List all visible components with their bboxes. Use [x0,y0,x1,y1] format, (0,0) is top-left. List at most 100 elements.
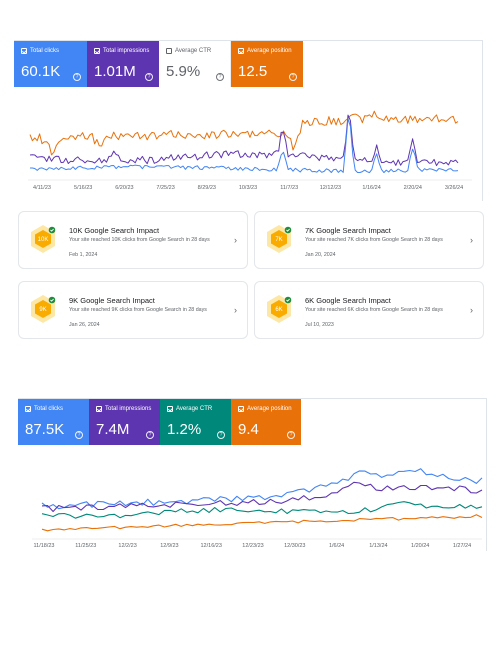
series-total-clicks [41,468,483,510]
performance-chart-2[interactable]: 11/18/23 11/25/23 12/2/23 12/9/23 12/16/23 12… [18,445,486,551]
metric-value: 60.1K [21,63,61,80]
x-tick-label: 1/13/24 [369,543,387,549]
metric-label: Average CTR [176,406,213,412]
hexagon-badge-icon: 9K [31,295,56,323]
x-tick-label: 7/25/23 [156,185,174,191]
metric-value: 12.5 [238,63,268,80]
hexagon-badge-icon: 6K [267,295,292,323]
chevron-right-icon[interactable]: › [234,235,237,245]
hex-label: 6K [275,307,282,313]
metric-card-clicks[interactable]: Total clicks 87.5K ? [18,399,89,445]
series-total-impressions [41,481,483,513]
achievement-description: Your site reached 7K clicks from Google … [305,237,443,243]
metric-label: Average CTR [175,48,212,54]
metric-card-impressions[interactable]: Total impressions 1.01M ? [87,41,159,87]
achievement-card-10k[interactable]: 10K 10K Google Search Impact Your site r… [18,211,248,269]
series-average-position [29,110,459,156]
x-tick-label: 1/16/24 [362,185,380,191]
hex-label: 7K [275,237,282,243]
x-tick-label: 1/6/24 [329,543,344,549]
metric-value: 87.5K [25,421,65,438]
achievement-title: 10K Google Search Impact [69,226,160,235]
x-tick-label: 12/2/23 [118,543,136,549]
metric-label: Average position [247,48,292,54]
metric-card-position[interactable]: Average position 9.4 ? [231,399,301,445]
chevron-right-icon[interactable]: › [470,305,473,315]
metric-card-position[interactable]: Average position 12.5 ? [231,41,303,87]
checkbox-icon[interactable] [96,406,102,412]
metric-value: 9.4 [238,421,259,438]
metric-label: Total clicks [34,406,64,412]
x-tick-label: 6/20/23 [115,185,133,191]
checkbox-icon[interactable] [21,48,27,54]
achievement-date: Jan 26, 2024 [69,322,100,328]
x-tick-label: 2/20/24 [404,185,422,191]
x-tick-label: 3/26/24 [445,185,463,191]
check-badge-icon [284,296,292,304]
x-tick-label: 11/25/23 [75,543,96,549]
metric-label: Total clicks [30,48,60,54]
x-tick-label: 12/30/23 [284,543,305,549]
metric-card-ctr[interactable]: Average CTR 1.2% ? [160,399,231,445]
checkbox-icon[interactable] [25,406,31,412]
check-badge-icon [48,226,56,234]
checkbox-icon[interactable] [238,406,244,412]
x-tick-label: 12/12/23 [320,185,341,191]
help-icon[interactable]: ? [145,73,153,81]
x-tick-label: 1/27/24 [453,543,471,549]
performance-chart-1[interactable]: 4/11/23 5/16/23 6/20/23 7/25/23 8/29/23 10/3/… [14,87,482,199]
performance-panel-2: Total clicks 87.5K ? Total impressions 7… [18,398,487,551]
metric-label: Total impressions [105,406,152,412]
help-icon[interactable]: ? [216,73,224,81]
help-icon[interactable]: ? [287,431,295,439]
series-total-clicks [30,118,459,174]
checkbox-icon[interactable] [238,48,244,54]
x-tick-label: 12/23/23 [242,543,263,549]
metric-card-clicks[interactable]: Total clicks 60.1K ? [14,41,87,87]
metric-value: 7.4M [96,421,130,438]
help-icon[interactable]: ? [217,431,225,439]
help-icon[interactable]: ? [75,431,83,439]
check-badge-icon [284,226,292,234]
x-tick-label: 10/3/23 [239,185,257,191]
x-tick-label: 11/7/23 [280,185,298,191]
metric-label: Average position [247,406,292,412]
achievement-date: Jan 20, 2024 [305,252,336,258]
x-tick-label: 1/20/24 [411,543,429,549]
chevron-right-icon[interactable]: › [234,305,237,315]
help-icon[interactable]: ? [289,73,297,81]
metric-card-ctr[interactable]: Average CTR 5.9% ? [159,41,231,87]
achievement-description: Your site reached 9K clicks from Google … [69,307,207,313]
x-tick-label: 5/16/23 [74,185,92,191]
achievement-date: Jul 10, 2023 [305,322,334,328]
x-tick-label: 11/18/23 [33,543,54,549]
check-badge-icon [48,296,56,304]
achievement-card-9k[interactable]: 9K 9K Google Search Impact Your site rea… [18,281,248,339]
achievement-card-7k[interactable]: 7K 7K Google Search Impact Your site rea… [254,211,484,269]
hexagon-badge-icon: 7K [267,225,292,253]
achievement-title: 6K Google Search Impact [305,296,391,305]
series-total-impressions [29,114,459,167]
checkbox-icon[interactable] [166,48,172,54]
hexagon-badge-icon: 10K [31,225,56,253]
achievement-title: 7K Google Search Impact [305,226,391,235]
hex-label: 9K [39,307,46,313]
metric-label: Total impressions [103,48,150,54]
series-average-position [41,514,483,532]
achievement-description: Your site reached 6K clicks from Google … [305,307,443,313]
metric-card-impressions[interactable]: Total impressions 7.4M ? [89,399,160,445]
hex-label: 10K [38,237,49,243]
help-icon[interactable]: ? [73,73,81,81]
achievement-card-6k[interactable]: 6K 6K Google Search Impact Your site rea… [254,281,484,339]
help-icon[interactable]: ? [146,431,154,439]
achievement-title: 9K Google Search Impact [69,296,155,305]
chevron-right-icon[interactable]: › [470,235,473,245]
series-average-ctr [41,501,483,519]
achievement-date: Feb 1, 2024 [69,252,98,258]
x-tick-label: 8/29/23 [198,185,216,191]
metric-value: 1.2% [167,421,202,438]
metric-value: 1.01M [94,63,136,80]
x-tick-label: 12/16/23 [200,543,221,549]
checkbox-icon[interactable] [94,48,100,54]
checkbox-icon[interactable] [167,406,173,412]
